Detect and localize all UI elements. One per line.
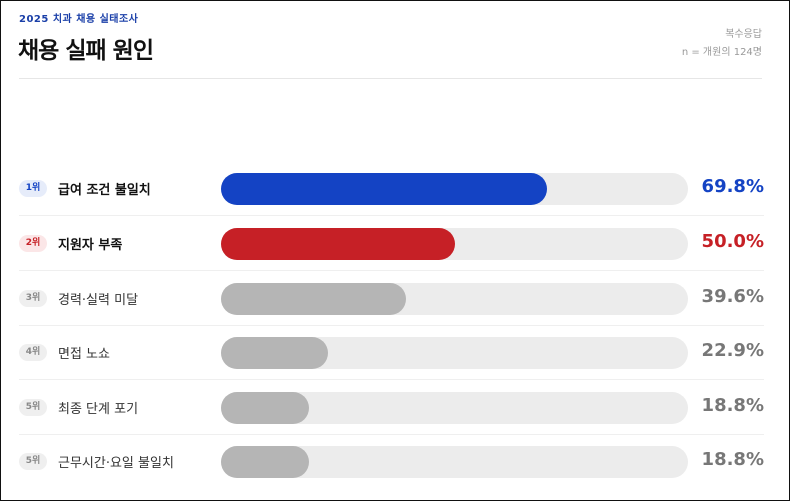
rank-badge: 2위 [19, 235, 47, 252]
category-label: 최종 단계 포기 [58, 402, 139, 417]
bar-row: 1위 급여 조건 불일치 69.8% [19, 162, 764, 216]
bar-track [221, 392, 688, 424]
bar [221, 392, 309, 424]
bar [221, 446, 309, 478]
rank-badge: 3위 [19, 290, 47, 307]
bar [221, 283, 406, 315]
value-label: 69.8% [701, 176, 764, 197]
bar-track [221, 228, 688, 260]
rank-badge: 4위 [19, 344, 47, 361]
bar-row: 5위 근무시간·요일 불일치 18.8% [19, 435, 764, 489]
row-divider [19, 270, 764, 271]
row-divider [19, 215, 764, 216]
bar-row: 4위 면접 노쇼 22.9% [19, 326, 764, 380]
kicker: 2025 치과 채용 실태조사 [19, 14, 139, 25]
row-divider [19, 434, 764, 435]
bar-track [221, 337, 688, 369]
bar [221, 173, 547, 205]
row-divider [19, 325, 764, 326]
response-note: 복수응답 [725, 29, 762, 40]
category-label: 급여 조건 불일치 [58, 183, 151, 198]
value-label: 50.0% [701, 231, 764, 252]
category-label: 지원자 부족 [58, 238, 123, 253]
divider [19, 78, 762, 79]
rank-badge: 5위 [19, 399, 47, 416]
category-label: 근무시간·요일 불일치 [58, 456, 174, 471]
category-label: 경력·실력 미달 [58, 293, 139, 308]
bar-row: 3위 경력·실력 미달 39.6% [19, 272, 764, 326]
chart-title: 채용 실패 원인 [18, 38, 154, 64]
rank-badge: 5위 [19, 453, 47, 470]
value-label: 22.9% [701, 340, 764, 361]
bar-track [221, 173, 688, 205]
category-label: 면접 노쇼 [58, 347, 110, 362]
bar-track [221, 446, 688, 478]
bar [221, 228, 455, 260]
bar-track [221, 283, 688, 315]
bar-row: 2위 지원자 부족 50.0% [19, 217, 764, 271]
sample-size: n = 개원의 124명 [681, 47, 762, 58]
value-label: 18.8% [701, 449, 764, 470]
bar-row: 5위 최종 단계 포기 18.8% [19, 381, 764, 435]
value-label: 18.8% [701, 395, 764, 416]
row-divider [19, 379, 764, 380]
rank-badge: 1위 [19, 180, 47, 197]
bar [221, 337, 328, 369]
value-label: 39.6% [701, 286, 764, 307]
